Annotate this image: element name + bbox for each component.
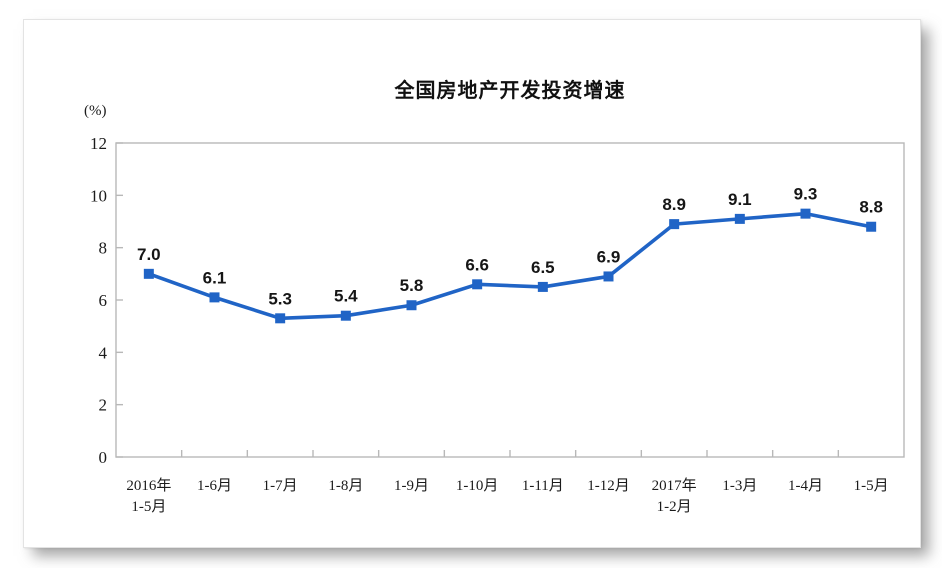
x-axis-tick-label: 1-9月	[394, 478, 429, 494]
x-axis-tick-label: 2017年 1-2月	[652, 477, 697, 515]
data-point-marker	[472, 279, 483, 290]
plot-area-border	[115, 142, 905, 458]
data-point-marker	[209, 292, 220, 303]
data-point-label: 7.0	[137, 245, 161, 264]
data-point-label: 9.1	[728, 190, 752, 209]
data-point-marker	[143, 268, 154, 279]
data-point-marker	[537, 281, 548, 292]
x-axis-tick-label: 2016年 1-5月	[126, 477, 171, 515]
y-axis-tick-label: 10	[90, 186, 107, 205]
x-axis-tick-label: 1-5月	[854, 478, 889, 494]
data-point-label: 6.6	[465, 255, 489, 274]
x-axis-tick-label: 1-6月	[197, 478, 232, 494]
line-series	[147, 211, 873, 321]
data-point-label: 6.5	[531, 258, 555, 277]
line-chart: 0 2 4 6 8 10 12 2016年 1-5月 1-6月 1-7月 1-8月 1-9月 1-10月 1…	[90, 134, 905, 515]
data-point-label: 9.3	[794, 185, 818, 204]
x-axis-tick-label: 1-11月	[522, 478, 564, 494]
y-axis-tick-label: 8	[99, 239, 108, 258]
y-axis-tick-label: 6	[99, 291, 108, 310]
x-axis-tick-label: 1-3月	[722, 478, 757, 494]
data-point-marker	[800, 208, 811, 219]
data-point-marker	[669, 219, 680, 230]
data-point-marker	[340, 310, 351, 321]
data-point-label: 5.4	[334, 287, 358, 306]
data-point-marker	[603, 271, 614, 282]
x-axis-tick-label: 1-7月	[263, 478, 298, 494]
x-axis-tick-label: 1-8月	[328, 478, 363, 494]
x-axis-tick-label: 1-12月	[587, 478, 630, 494]
y-axis-tick-label: 0	[99, 448, 108, 467]
y-axis-tick-label: 4	[99, 343, 108, 362]
chart-title: 全国房地产开发投资增速	[394, 80, 626, 102]
data-point-marker	[734, 213, 745, 224]
data-point-marker	[866, 221, 877, 232]
data-point-label: 6.1	[203, 268, 227, 287]
y-axis-unit-label: (%)	[84, 103, 107, 119]
data-point-label: 8.9	[662, 195, 686, 214]
data-point-label: 5.8	[400, 276, 424, 295]
chart-card: 全国房地产开发投资增速 (%) 0 2 4 6 8 10 12 2016年 1-5月 1-6月 1-…	[23, 19, 921, 548]
x-axis-tick-label: 1-10月	[456, 478, 499, 494]
y-axis-tick-label: 12	[90, 134, 107, 153]
x-axis-tick-label: 1-4月	[788, 478, 823, 494]
data-point-label: 8.8	[859, 198, 883, 217]
data-point-label: 6.9	[597, 247, 621, 266]
data-point-marker	[275, 313, 286, 324]
data-point-label: 5.3	[268, 289, 292, 308]
data-point-marker	[406, 300, 417, 311]
y-axis-tick-label: 2	[99, 396, 108, 415]
